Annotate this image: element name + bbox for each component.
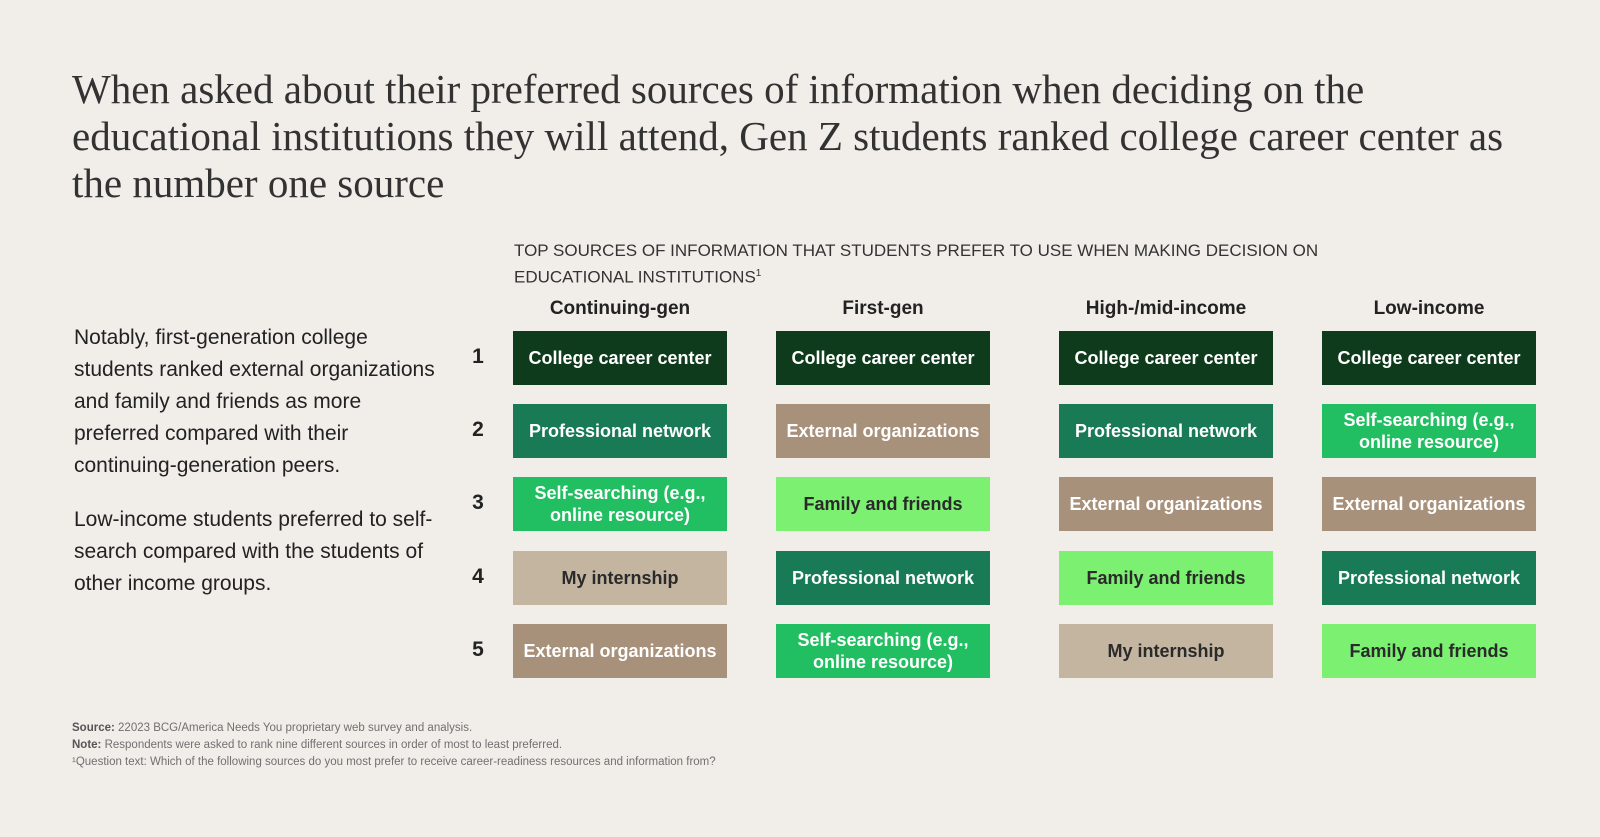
column-header: First-gen: [842, 298, 924, 319]
source-cell: My internship: [513, 551, 727, 605]
subtitle-text: TOP SOURCES OF INFORMATION THAT STUDENTS…: [514, 241, 1319, 287]
source-cell: External organizations: [1322, 477, 1536, 531]
source-cell: Family and friends: [776, 477, 990, 531]
source-cell: External organizations: [513, 624, 727, 678]
column-header: Low-income: [1373, 298, 1485, 319]
rank-label: 2: [472, 418, 484, 441]
rank-label: 3: [472, 491, 484, 514]
source-cell: External organizations: [776, 404, 990, 458]
source-cell: External organizations: [1059, 477, 1273, 531]
question-footnote: ¹Question text: Which of the following s…: [72, 756, 716, 768]
source-cell: Professional network: [1322, 551, 1536, 605]
source-cell: College career center: [776, 331, 990, 385]
source-cell: Self-searching (e.g., online resource): [776, 624, 990, 678]
source-cell: College career center: [1059, 331, 1273, 385]
source-cell: Professional network: [1059, 404, 1273, 458]
source-cell: Self-searching (e.g., online resource): [1322, 404, 1536, 458]
side-paragraph: Low-income students preferred to self-se…: [74, 508, 433, 595]
column-header: High-/mid-income: [1085, 298, 1247, 319]
rank-label: 4: [472, 565, 484, 588]
source-cell: Self-searching (e.g., online resource): [513, 477, 727, 531]
source-cell: Family and friends: [1322, 624, 1536, 678]
source-cell: College career center: [1322, 331, 1536, 385]
page-title: When asked about their preferred sources…: [72, 66, 1504, 206]
side-paragraph: Notably, first-generation college studen…: [74, 326, 435, 477]
footnote-marker: 1: [755, 268, 762, 279]
rank-label: 1: [472, 345, 484, 368]
source-cell: My internship: [1059, 624, 1273, 678]
column-header: Continuing-gen: [549, 298, 691, 319]
source-cell: Family and friends: [1059, 551, 1273, 605]
source-note: Source: 22023 BCG/America Needs You prop…: [72, 722, 472, 734]
chart-subtitle: TOP SOURCES OF INFORMATION THAT STUDENTS…: [514, 239, 1414, 289]
rank-label: 5: [472, 638, 484, 661]
source-cell: Professional network: [776, 551, 990, 605]
note: Note: Respondents were asked to rank nin…: [72, 739, 562, 751]
note-label: Note:: [72, 739, 102, 751]
source-cell: Professional network: [513, 404, 727, 458]
side-commentary: Notably, first-generation college studen…: [74, 322, 444, 622]
source-label: Source:: [72, 722, 115, 734]
note-text: Respondents were asked to rank nine diff…: [101, 739, 563, 751]
source-cell: College career center: [513, 331, 727, 385]
source-text: 22023 BCG/America Needs You proprietary …: [114, 722, 473, 734]
